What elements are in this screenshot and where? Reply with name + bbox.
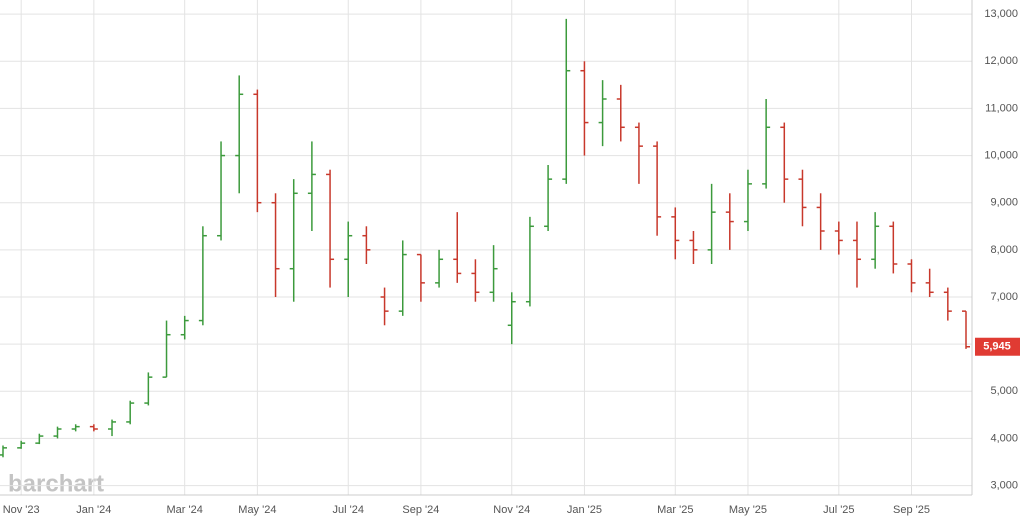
x-tick-label: Mar '25 xyxy=(657,504,693,516)
last-price-label: 5,945 xyxy=(983,341,1011,353)
watermark: barchart xyxy=(8,470,104,497)
x-tick-label: Nov '23 xyxy=(3,504,40,516)
y-tick-label: 8,000 xyxy=(990,244,1018,256)
x-tick-label: May '24 xyxy=(238,504,276,516)
y-tick-label: 3,000 xyxy=(990,479,1018,491)
x-tick-label: Mar '24 xyxy=(167,504,203,516)
x-tick-label: Nov '24 xyxy=(493,504,530,516)
last-price-box xyxy=(975,337,1020,356)
x-tick-label: Sep '24 xyxy=(402,504,439,516)
x-tick-label: May '25 xyxy=(729,504,767,516)
y-tick-label: 12,000 xyxy=(984,55,1018,67)
x-tick-label: Jan '24 xyxy=(76,504,111,516)
y-tick-label: 10,000 xyxy=(984,149,1018,161)
y-tick-label: 9,000 xyxy=(990,197,1018,209)
y-tick-label: 13,000 xyxy=(984,8,1018,20)
x-tick-label: Jul '25 xyxy=(823,504,854,516)
y-tick-label: 7,000 xyxy=(990,291,1018,303)
x-tick-label: Jan '25 xyxy=(567,504,602,516)
x-tick-label: Jul '24 xyxy=(332,504,363,516)
x-tick-label: Sep '25 xyxy=(893,504,930,516)
y-tick-label: 11,000 xyxy=(985,102,1018,114)
y-tick-label: 4,000 xyxy=(990,432,1018,444)
y-tick-label: 5,000 xyxy=(990,385,1018,397)
